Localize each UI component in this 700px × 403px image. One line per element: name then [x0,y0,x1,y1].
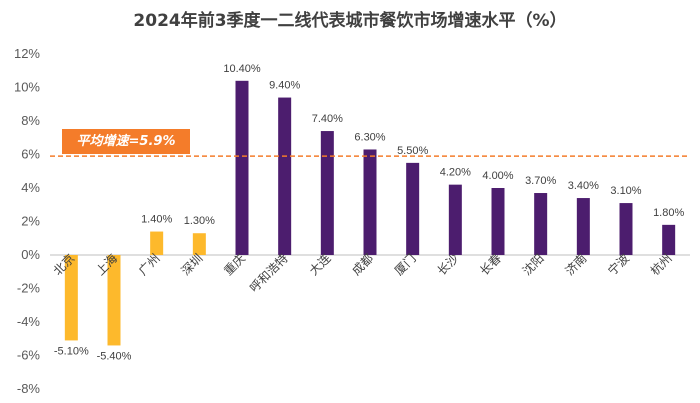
data-label: -5.40% [97,350,132,362]
y-tick-label: -4% [17,314,41,329]
y-tick-label: -8% [17,381,41,396]
y-tick-label: 8% [21,113,40,128]
bar [576,198,590,255]
bar [534,193,548,255]
data-label: 9.40% [269,80,300,92]
bar [64,255,78,341]
data-label: 1.30% [184,215,215,227]
data-label: 7.40% [312,113,343,125]
chart-title: 2024年前3季度一二线代表城市餐饮市场增速水平（%） [133,11,567,31]
bar [406,162,420,255]
bar [192,233,206,255]
y-tick-label: -6% [17,348,41,363]
data-label: 4.00% [482,170,513,182]
y-tick-label: 12% [14,46,40,61]
y-tick-label: -2% [17,281,41,296]
bar [448,184,462,255]
bar [278,97,292,255]
y-tick-label: 6% [21,147,40,162]
data-label: 1.80% [653,207,684,219]
bar [619,203,633,255]
average-growth-label: 平均增速=5.9% [62,129,190,154]
data-label: 5.50% [397,145,428,157]
bar [363,149,377,255]
data-label: 6.30% [354,131,385,143]
data-label: -5.10% [54,345,89,357]
bar [107,255,121,346]
y-tick-label: 10% [14,80,40,95]
data-label: 4.20% [440,167,471,179]
y-tick-label: 0% [21,247,40,262]
bar [235,80,249,255]
data-label: 3.10% [610,185,641,197]
data-label: 1.40% [141,214,172,226]
bar [150,231,164,255]
data-label: 10.40% [223,63,261,75]
bar [320,131,334,255]
bar [662,224,676,255]
bar [491,188,505,255]
x-tick-label: 呼和浩特 [246,251,291,296]
data-label: 3.40% [568,180,599,192]
y-tick-label: 4% [21,180,40,195]
y-tick-label: 2% [21,214,40,229]
data-label: 3.70% [525,175,556,187]
